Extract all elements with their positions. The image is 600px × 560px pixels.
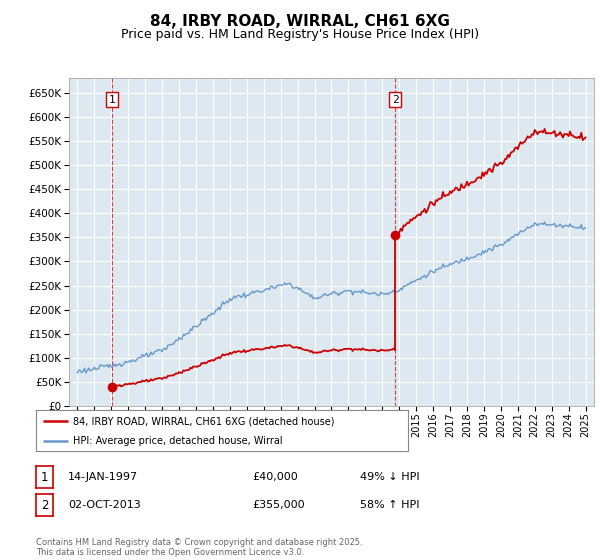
Text: 1: 1 [109,95,115,105]
Text: 49% ↓ HPI: 49% ↓ HPI [360,472,419,482]
Text: Contains HM Land Registry data © Crown copyright and database right 2025.
This d: Contains HM Land Registry data © Crown c… [36,538,362,557]
Text: £40,000: £40,000 [252,472,298,482]
Text: 2: 2 [41,498,48,512]
Text: 58% ↑ HPI: 58% ↑ HPI [360,500,419,510]
Text: 84, IRBY ROAD, WIRRAL, CH61 6XG: 84, IRBY ROAD, WIRRAL, CH61 6XG [150,14,450,29]
Text: 02-OCT-2013: 02-OCT-2013 [68,500,140,510]
Text: 2: 2 [392,95,398,105]
Text: 1: 1 [41,470,48,484]
Text: Price paid vs. HM Land Registry's House Price Index (HPI): Price paid vs. HM Land Registry's House … [121,28,479,41]
Text: £355,000: £355,000 [252,500,305,510]
Text: 14-JAN-1997: 14-JAN-1997 [68,472,138,482]
Text: 84, IRBY ROAD, WIRRAL, CH61 6XG (detached house): 84, IRBY ROAD, WIRRAL, CH61 6XG (detache… [73,417,335,426]
Text: HPI: Average price, detached house, Wirral: HPI: Average price, detached house, Wirr… [73,436,283,446]
